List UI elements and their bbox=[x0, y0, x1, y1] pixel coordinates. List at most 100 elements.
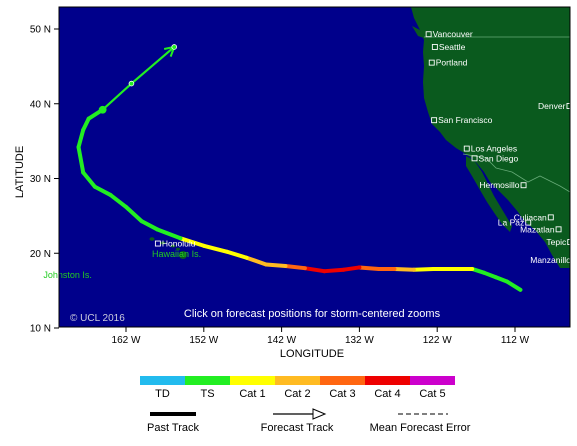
past-track-segment bbox=[225, 249, 249, 260]
y-axis-ticks: 50 N 40 N 30 N 20 N 10 N bbox=[30, 25, 59, 335]
past-track-segment bbox=[481, 270, 498, 280]
legend-color-swatch bbox=[230, 376, 275, 385]
x-tick-label: 132 W bbox=[345, 335, 374, 346]
y-axis-title: LATITUDE bbox=[14, 146, 26, 198]
forecast-track-layer[interactable] bbox=[98, 44, 178, 114]
forecast-position-marker[interactable] bbox=[128, 80, 135, 87]
legend-category-label: TS bbox=[200, 388, 214, 400]
city-marker bbox=[571, 257, 577, 263]
island-label: Johnston Is. bbox=[43, 270, 92, 280]
x-tick-label: 162 W bbox=[112, 335, 141, 346]
city-marker bbox=[566, 103, 573, 109]
legend-category-label: Cat 4 bbox=[374, 388, 400, 400]
forecast-track-segment bbox=[130, 46, 175, 85]
x-tick-label: 152 W bbox=[189, 335, 218, 346]
city-marker bbox=[547, 214, 554, 221]
city-label: Denver bbox=[538, 101, 566, 111]
city-marker bbox=[555, 226, 562, 233]
x-tick-label: 142 W bbox=[267, 335, 296, 346]
past-track-segment bbox=[505, 279, 523, 292]
island-labels-layer: Hawaiian Is. Johnston Is. bbox=[43, 249, 201, 280]
past-track-segment bbox=[357, 265, 381, 271]
past-track-segment bbox=[341, 265, 362, 272]
legend-category-label: Cat 5 bbox=[419, 388, 445, 400]
legend-color-swatch bbox=[320, 376, 365, 385]
y-tick-label: 30 N bbox=[30, 174, 51, 185]
past-track-segment bbox=[178, 236, 206, 248]
city-marker bbox=[428, 59, 435, 66]
city-label: San Diego bbox=[479, 153, 519, 163]
track-style-legend: Past Track Forecast Track Mean Forecast … bbox=[147, 408, 471, 434]
y-tick-label: 20 N bbox=[30, 249, 51, 260]
past-track-segment bbox=[124, 204, 144, 224]
past-track-segment bbox=[76, 127, 86, 150]
past-track-segment bbox=[201, 243, 230, 254]
legend-color-swatch bbox=[410, 376, 455, 385]
city-marker bbox=[154, 240, 161, 247]
city-marker bbox=[471, 155, 478, 162]
city-label: Hermosillo bbox=[479, 180, 519, 190]
city-label: Seattle bbox=[439, 42, 466, 52]
city-label: San Francisco bbox=[438, 115, 493, 125]
forecast-position-marker[interactable] bbox=[171, 44, 178, 50]
city-label: Mazatlan bbox=[520, 224, 555, 234]
vancouver-island-land bbox=[412, 26, 424, 38]
past-track-segment bbox=[81, 116, 91, 132]
legend-color-swatch bbox=[185, 376, 230, 385]
y-tick-label: 50 N bbox=[30, 25, 51, 36]
city-marker bbox=[463, 145, 470, 152]
past-track-segment bbox=[470, 266, 486, 275]
map-area[interactable]: Vancouver Seattle Portland Denver San Franci… bbox=[43, 6, 577, 328]
past-track-segment bbox=[244, 255, 269, 267]
city-label: Los Angeles bbox=[471, 144, 517, 154]
past-track-segment bbox=[283, 263, 307, 271]
legend-category-label: Cat 1 bbox=[239, 388, 265, 400]
legend-category-label: TD bbox=[155, 388, 170, 400]
x-axis-ticks: 162 W 152 W 142 W 132 W 122 W 112 W bbox=[112, 327, 530, 346]
baja-california-land bbox=[466, 156, 512, 232]
past-track-segment bbox=[264, 262, 288, 268]
legend-category-label: Cat 2 bbox=[284, 388, 310, 400]
category-legend: TD TS Cat 1 Cat 2 Cat 3 Cat 4 Cat 5 bbox=[140, 376, 455, 400]
forecast-track-label: Forecast Track bbox=[261, 422, 334, 434]
past-track-label: Past Track bbox=[147, 422, 199, 434]
city-label: Honolulu bbox=[162, 239, 196, 249]
city-marker bbox=[431, 117, 438, 124]
past-track-segment bbox=[76, 145, 86, 175]
forecast-arrow-icon bbox=[312, 408, 327, 420]
city-label: La Paz bbox=[498, 218, 524, 228]
copyright-text: © UCL 2016 bbox=[70, 313, 125, 324]
legend-category-label: Cat 3 bbox=[329, 388, 355, 400]
city-marker bbox=[525, 219, 532, 226]
map-frame bbox=[58, 6, 571, 328]
city-label: Portland bbox=[436, 58, 468, 68]
legend-color-swatch bbox=[275, 376, 320, 385]
past-track-segment bbox=[81, 170, 97, 189]
city-marker bbox=[520, 182, 527, 189]
city-marker bbox=[431, 43, 438, 50]
past-track-segment bbox=[302, 266, 327, 274]
past-track-segment bbox=[155, 227, 183, 241]
city-label: Manzanillo bbox=[530, 255, 571, 265]
y-tick-label: 10 N bbox=[30, 324, 51, 335]
past-track-segment bbox=[139, 219, 160, 232]
city-marker bbox=[425, 31, 432, 38]
past-track-segment bbox=[392, 266, 416, 272]
forecast-position-marker[interactable] bbox=[98, 105, 107, 114]
island-label: Hawaiian Is. bbox=[152, 249, 201, 259]
past-track-segment bbox=[411, 266, 436, 272]
y-tick-label: 40 N bbox=[30, 99, 51, 110]
forecast-track-segment bbox=[101, 82, 133, 111]
hawaiian-islands bbox=[149, 237, 187, 259]
x-axis-title: LONGITUDE bbox=[280, 348, 344, 360]
zoom-instruction-text: Click on forecast positions for storm-ce… bbox=[184, 308, 441, 320]
north-america-land bbox=[411, 7, 570, 268]
mean-error-label: Mean Forecast Error bbox=[370, 422, 471, 434]
city-markers-layer: Vancouver Seattle Portland Denver San Franci… bbox=[154, 29, 577, 265]
past-track-segment bbox=[92, 184, 113, 197]
us-mexico-border bbox=[462, 153, 571, 193]
past-track-segment bbox=[108, 192, 128, 209]
legend-color-swatch bbox=[140, 376, 185, 385]
legend-color-swatch bbox=[365, 376, 410, 385]
